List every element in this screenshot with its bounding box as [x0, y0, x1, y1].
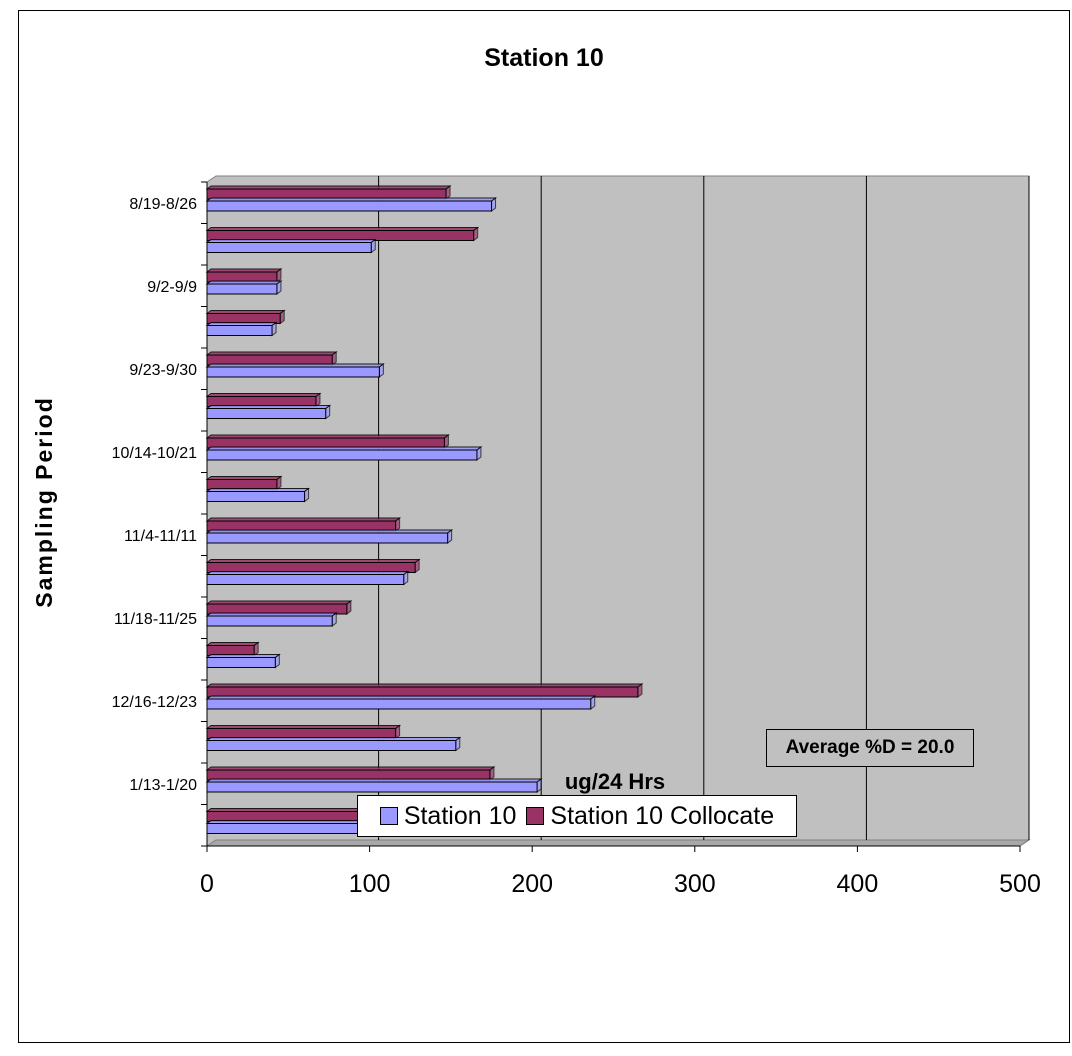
legend: Station 10 Station 10 Collocate — [357, 795, 797, 837]
bar-station-10 — [205, 321, 278, 337]
x-tick-label: 0 — [200, 870, 214, 898]
bar-station-10 — [205, 736, 462, 752]
y-tick-label: 8/19-8/26 — [129, 196, 197, 213]
y-tick-label: 11/4-11/11 — [124, 528, 197, 545]
bar-station-10-collocate — [205, 268, 283, 283]
legend-entry-station-10: Station 10 — [379, 801, 517, 831]
bar-station-10-collocate — [205, 351, 338, 366]
legend-entry-station-10-collocate: Station 10 Collocate — [526, 802, 774, 831]
bar-station-10 — [205, 363, 385, 378]
chart-title: Station 10 — [484, 44, 603, 72]
average-annotation: Average %D = 20.0 — [766, 729, 974, 767]
bar-station-10-collocate — [205, 517, 402, 532]
bar-station-10-collocate — [205, 600, 353, 615]
legend-swatch-station-10-collocate — [526, 807, 545, 825]
bar-station-10 — [205, 280, 283, 295]
x-tick-label: 300 — [674, 870, 716, 898]
bar-station-10-collocate — [205, 724, 402, 740]
bar-station-10 — [205, 487, 311, 503]
x-axis-title: ug/24 Hrs — [565, 769, 665, 794]
plot-floor — [205, 839, 1031, 847]
y-axis-title: Sampling Period — [31, 396, 57, 607]
x-tick-label: 400 — [837, 870, 879, 898]
bar-station-10-collocate — [205, 392, 322, 408]
bar-station-10-collocate — [205, 226, 480, 242]
y-tick-label: 9/2-9/9 — [147, 279, 197, 296]
bar-station-10 — [205, 778, 543, 793]
bars-group — [205, 185, 644, 835]
bar-station-10-collocate — [205, 641, 260, 657]
bar-station-10 — [205, 612, 338, 627]
legend-swatch-station-10 — [379, 807, 398, 825]
legend-label-station-10-collocate: Station 10 Collocate — [550, 801, 775, 830]
x-tick-label: 500 — [999, 870, 1041, 898]
bar-station-10-collocate — [205, 475, 283, 491]
y-tick-label: 9/23-9/30 — [129, 362, 197, 379]
y-tick-label: 11/18-11/25 — [114, 611, 197, 628]
bar-station-10-collocate — [205, 309, 286, 325]
bar-station-10-collocate — [205, 766, 496, 781]
axes-group: 8/19-8/26 9/2-9/9 9/23-9/30 10/14-10/21 11/4… — [112, 181, 1041, 898]
bar-station-10-collocate — [205, 434, 450, 449]
bar-station-10 — [205, 695, 597, 710]
bar-station-10-collocate — [205, 185, 452, 200]
y-tick-label: 10/14-10/21 — [112, 445, 198, 462]
bar-station-10 — [205, 197, 498, 212]
bar-station-10 — [205, 238, 377, 254]
bar-station-10-collocate — [205, 683, 644, 698]
bar-station-10-collocate — [205, 558, 421, 574]
y-tick-label: 1/13-1/20 — [129, 777, 197, 794]
bar-station-10 — [205, 653, 281, 669]
bar-station-10 — [205, 404, 332, 420]
bar-station-10 — [205, 570, 410, 586]
legend-label-station-10: Station 10 — [403, 801, 517, 830]
x-tick-label: 100 — [349, 870, 391, 898]
x-tick-label: 200 — [511, 870, 553, 898]
bar-station-10 — [205, 446, 483, 461]
bar-station-10 — [205, 529, 454, 544]
y-tick-label: 12/16-12/23 — [112, 694, 198, 711]
